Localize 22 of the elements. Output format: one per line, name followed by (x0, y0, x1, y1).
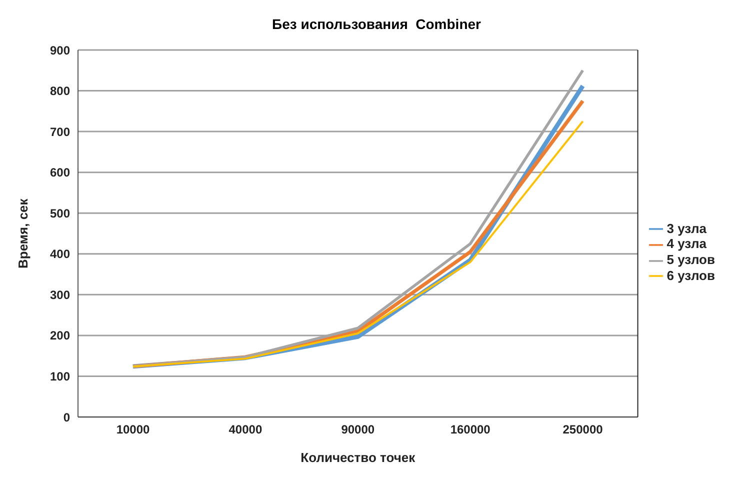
x-tick-label: 160000 (450, 422, 491, 437)
y-tick-label: 0 (63, 410, 70, 424)
legend-label: 5 узлов (666, 252, 715, 267)
x-tick-label: 90000 (341, 422, 375, 437)
y-axis-title: Время, сек (16, 198, 31, 268)
x-tick-label: 40000 (228, 422, 262, 437)
y-tick-label: 600 (50, 166, 70, 180)
y-tick-label: 900 (50, 43, 70, 58)
y-tick-label: 400 (50, 247, 70, 262)
y-tick-label: 800 (50, 84, 70, 98)
legend-label: 3 узла (666, 220, 706, 236)
y-tick-label: 100 (50, 369, 70, 384)
legend-label: 6 узлов (666, 268, 715, 283)
legend-label: 4 узла (666, 236, 706, 252)
y-tick-label: 500 (50, 206, 70, 220)
x-axis-title: Количество точек (300, 450, 416, 465)
chart-title: Без использования Combiner (271, 15, 482, 32)
y-tick-label: 700 (50, 124, 70, 139)
y-tick-label: 200 (50, 328, 70, 343)
x-tick-label: 250000 (562, 422, 604, 437)
y-tick-label: 300 (50, 288, 70, 302)
x-tick-label: 10000 (116, 422, 150, 437)
